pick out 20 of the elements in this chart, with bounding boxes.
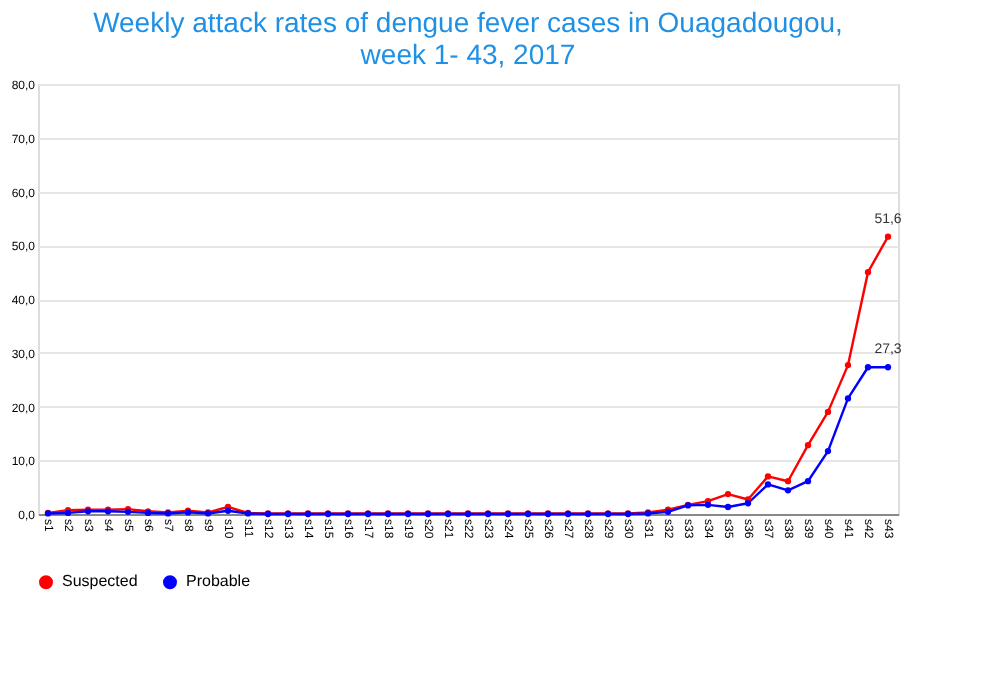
point bbox=[784, 487, 792, 494]
point bbox=[864, 364, 872, 371]
point bbox=[764, 481, 772, 488]
point bbox=[844, 395, 852, 402]
text: Weekly attack rates of dengue fever cases in Ouagadougou, bbox=[93, 6, 843, 38]
point bbox=[824, 408, 832, 416]
point bbox=[764, 473, 772, 480]
point bbox=[864, 268, 872, 276]
point bbox=[784, 478, 792, 485]
text: week 1- 43, 2017 bbox=[360, 38, 576, 70]
point bbox=[804, 478, 812, 485]
legend-label: Suspected bbox=[62, 572, 138, 591]
point bbox=[884, 364, 892, 371]
point bbox=[824, 447, 832, 455]
point bbox=[884, 233, 892, 240]
point bbox=[724, 490, 732, 498]
point bbox=[804, 442, 812, 449]
point bbox=[844, 361, 852, 369]
point bbox=[724, 503, 732, 511]
legend-label: Probable bbox=[186, 572, 252, 591]
